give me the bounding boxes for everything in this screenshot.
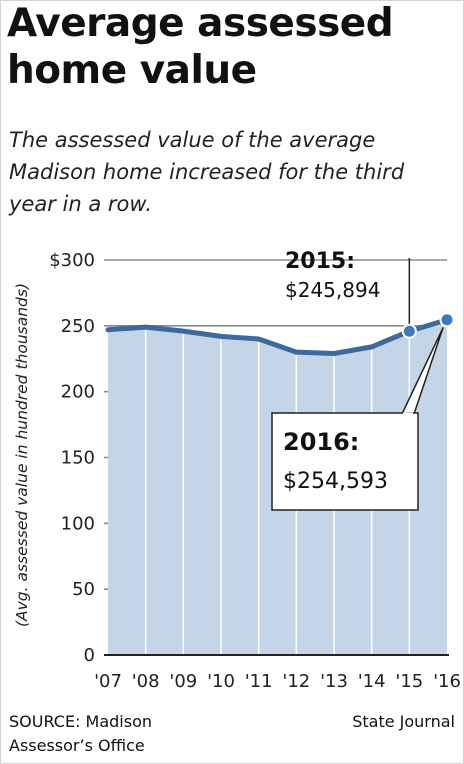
y-tick-label: 50 xyxy=(72,579,95,600)
y-tick-label: 250 xyxy=(61,316,95,337)
x-tick-label: '08 xyxy=(132,671,160,692)
x-tick-label: '14 xyxy=(358,671,386,692)
marker-layer xyxy=(401,312,455,339)
x-tick-label: '11 xyxy=(245,671,273,692)
y-tick-label: 100 xyxy=(61,513,95,534)
line-layer xyxy=(105,317,450,356)
x-tick-label: '10 xyxy=(207,671,235,692)
callout-2015-year: 2015: xyxy=(285,249,355,274)
x-tick-label: '15 xyxy=(395,671,423,692)
x-tick-label: '13 xyxy=(320,671,348,692)
callout-2016-box xyxy=(271,412,419,511)
y-tick-label: 150 xyxy=(61,448,95,469)
callout-2016-year: 2016: xyxy=(283,428,359,456)
source-line-2: Assessor’s Office xyxy=(9,736,145,755)
marker-2015 xyxy=(401,323,417,339)
callout-2015-value: $245,894 xyxy=(285,278,380,302)
chart-subtitle: The assessed value of the average Madiso… xyxy=(9,128,405,216)
callout-2016-value: $254,593 xyxy=(283,469,388,494)
x-tick-label: '16 xyxy=(433,671,461,692)
credit-note: State Journal xyxy=(352,712,455,731)
x-tick-label: '07 xyxy=(94,671,122,692)
axis-layer: 0 50 100 150 200 250 $300 '07 '08 '09 '10 '11 '12 '13… xyxy=(49,250,461,692)
source-line-1: SOURCE: Madison xyxy=(9,712,153,731)
chart-title: Average assessed home value xyxy=(7,1,394,93)
series-line xyxy=(105,317,450,356)
callout-layer: 2015: $245,894 2016: $254,593 xyxy=(271,249,444,511)
marker-2016 xyxy=(439,312,455,328)
source-note: SOURCE: Madison Assessor’s Office xyxy=(9,710,152,758)
y-tick-label: $300 xyxy=(49,250,95,271)
y-tick-label: 0 xyxy=(84,645,95,666)
x-tick-label: '12 xyxy=(282,671,310,692)
x-tick-label: '09 xyxy=(169,671,197,692)
y-tick-label: 200 xyxy=(61,382,95,403)
